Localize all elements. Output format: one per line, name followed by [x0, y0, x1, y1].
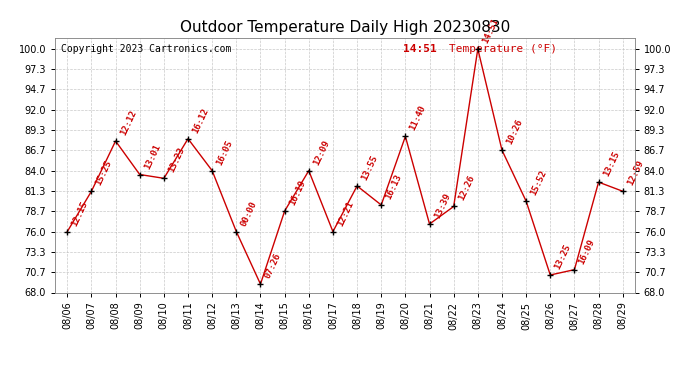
Text: 12:21: 12:21: [336, 199, 355, 228]
Text: 16:12: 16:12: [191, 106, 210, 135]
Text: 16:19: 16:19: [288, 179, 307, 207]
Text: 14:51: 14:51: [481, 16, 500, 45]
Text: 13:39: 13:39: [433, 192, 452, 220]
Text: 13:15: 13:15: [602, 150, 621, 178]
Text: 12:15: 12:15: [70, 199, 90, 228]
Text: Copyright 2023 Cartronics.com: Copyright 2023 Cartronics.com: [61, 44, 231, 54]
Text: 15:52: 15:52: [529, 169, 549, 197]
Text: 12:12: 12:12: [119, 109, 138, 137]
Text: 10:26: 10:26: [505, 118, 524, 146]
Text: 07:26: 07:26: [264, 252, 283, 280]
Text: 12:59: 12:59: [626, 159, 645, 187]
Text: 13:23: 13:23: [167, 146, 186, 174]
Text: 15:25: 15:25: [95, 159, 114, 187]
Text: Temperature (°F): Temperature (°F): [449, 44, 558, 54]
Text: 13:55: 13:55: [360, 154, 380, 182]
Text: 16:13: 16:13: [384, 172, 404, 201]
Text: 16:09: 16:09: [578, 237, 597, 266]
Text: 16:05: 16:05: [215, 138, 235, 166]
Text: 13:25: 13:25: [553, 243, 573, 271]
Text: 00:00: 00:00: [239, 199, 259, 228]
Text: 12:09: 12:09: [312, 138, 331, 166]
Text: 14:51: 14:51: [403, 44, 437, 54]
Text: 12:26: 12:26: [457, 174, 476, 202]
Text: 13:01: 13:01: [143, 142, 162, 170]
Title: Outdoor Temperature Daily High 20230830: Outdoor Temperature Daily High 20230830: [180, 20, 510, 35]
Text: 11:40: 11:40: [408, 104, 428, 132]
